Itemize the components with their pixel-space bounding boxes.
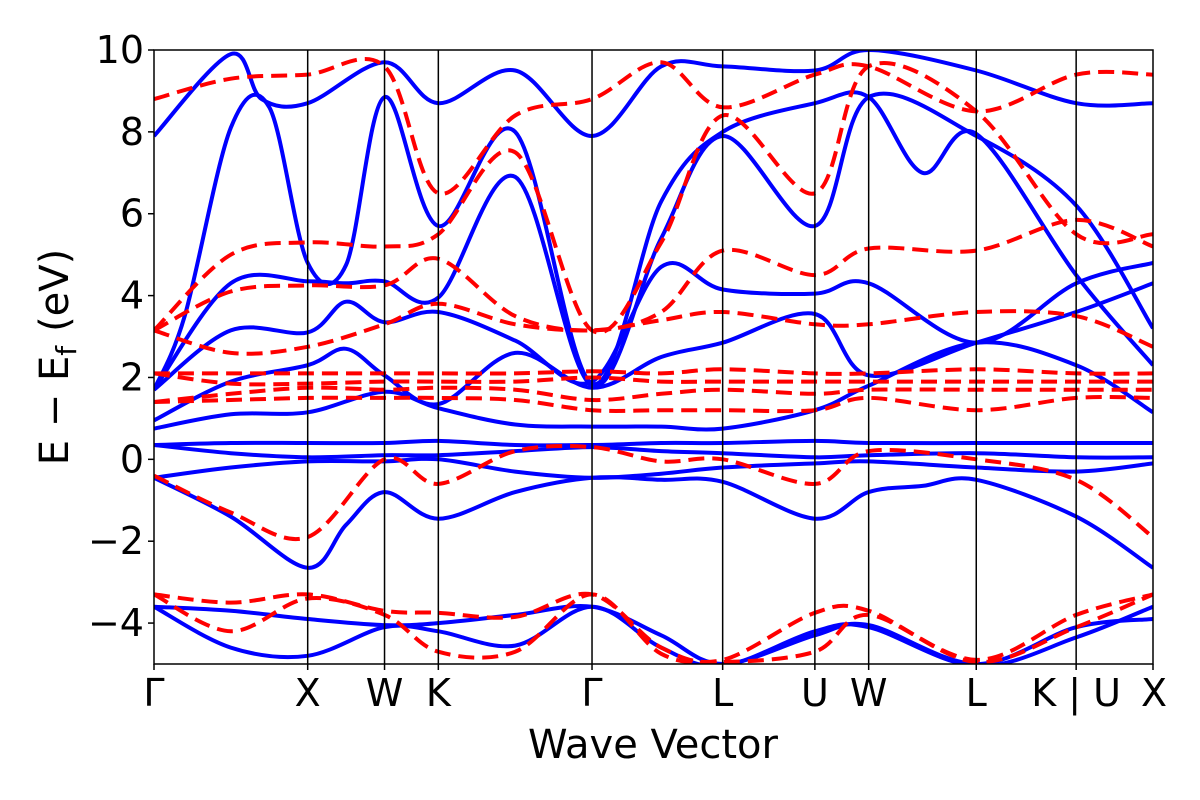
- dashed-band-8: [154, 57, 1153, 196]
- x-tick-label-5: L: [712, 671, 733, 715]
- y-axis-title-sub: f: [50, 345, 83, 356]
- y-tick-label-0: −4: [88, 601, 144, 645]
- y-axis-title-main: E − E: [32, 356, 78, 466]
- x-tick-label-0: Γ: [143, 671, 164, 715]
- y-tick-label-4: 4: [120, 274, 144, 318]
- y-tick-label-5: 6: [120, 192, 144, 236]
- y-axis-title-unit: (eV): [32, 249, 78, 332]
- x-tick-label-6: U: [801, 671, 829, 715]
- dashed-band-10: [154, 592, 1153, 664]
- x-tick-label-10: X: [1141, 671, 1167, 715]
- x-tick-label-4: Γ: [581, 671, 602, 715]
- high-symmetry-lines: [306, 50, 1077, 664]
- y-tick-label-6: 8: [120, 110, 144, 154]
- x-tick-label-2: W: [366, 671, 404, 715]
- x-tick-label-1: X: [295, 671, 321, 715]
- y-tick-label-7: 10: [96, 28, 144, 72]
- solid-band-3: [154, 438, 1153, 448]
- y-tick-label-1: −2: [88, 519, 144, 563]
- x-tick-label-7: W: [850, 671, 888, 715]
- solid-band-5: [154, 281, 1153, 423]
- y-axis-ticks: −4 −2 0 2 4 6 8 10: [88, 28, 154, 645]
- y-tick-label-2: 0: [120, 437, 144, 481]
- dashed-band-7: [154, 61, 1153, 335]
- y-axis-title: E − Ef (eV): [32, 249, 83, 466]
- y-tick-label-3: 2: [120, 355, 144, 399]
- x-tick-label-3: K: [426, 671, 452, 715]
- x-axis-title: Wave Vector: [528, 722, 779, 768]
- x-tick-label-9: K | U: [1031, 671, 1121, 716]
- x-tick-label-8: L: [966, 671, 987, 715]
- svg-text:E − Ef(eV): E − Ef (eV): [32, 249, 83, 466]
- plot-frame: [153, 49, 1154, 665]
